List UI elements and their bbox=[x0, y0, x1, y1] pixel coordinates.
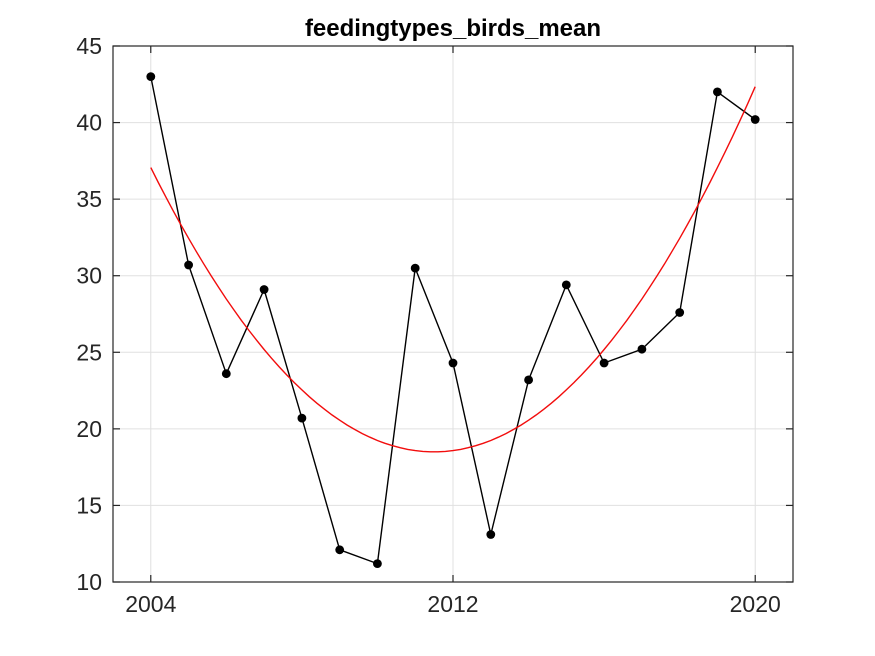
y-tick-label: 25 bbox=[76, 339, 102, 365]
data-point-marker bbox=[297, 413, 307, 423]
data-point-marker bbox=[750, 115, 760, 124]
data-point-marker bbox=[675, 308, 685, 317]
trend-line bbox=[150, 86, 756, 453]
data-point-marker bbox=[524, 375, 533, 385]
x-tick-label: 2020 bbox=[730, 591, 781, 617]
data-point-marker bbox=[373, 559, 382, 568]
data-point-markers bbox=[146, 72, 760, 568]
data-point-marker bbox=[599, 358, 609, 368]
grid-lines bbox=[113, 45, 793, 583]
chart-title: feedingtypes_birds_mean bbox=[304, 15, 602, 42]
y-tick-label: 20 bbox=[76, 416, 102, 442]
y-tick-label: 35 bbox=[76, 186, 102, 212]
data-point-marker bbox=[146, 72, 156, 81]
data-point-marker bbox=[637, 344, 647, 354]
data-point-marker bbox=[221, 369, 231, 379]
x-tick-label: 2012 bbox=[427, 591, 478, 617]
y-tick-label: 30 bbox=[76, 263, 102, 289]
tick-labels: 2004 2012 2020 10 15 20 25 30 35 40 45 bbox=[76, 33, 780, 617]
y-tick-label: 40 bbox=[76, 110, 102, 136]
y-tick-label: 15 bbox=[76, 492, 102, 518]
data-point-marker bbox=[184, 260, 194, 270]
data-point-marker bbox=[486, 530, 496, 539]
data-point-marker bbox=[410, 263, 420, 273]
data-point-marker bbox=[713, 87, 722, 97]
y-tick-label: 45 bbox=[76, 33, 102, 59]
data-point-marker bbox=[448, 358, 458, 368]
x-tick-label: 2004 bbox=[125, 591, 176, 617]
data-point-marker bbox=[259, 285, 269, 294]
y-tick-label: 10 bbox=[76, 569, 102, 595]
data-point-marker bbox=[335, 545, 345, 555]
axes bbox=[112, 45, 794, 583]
data-point-marker bbox=[561, 280, 571, 290]
